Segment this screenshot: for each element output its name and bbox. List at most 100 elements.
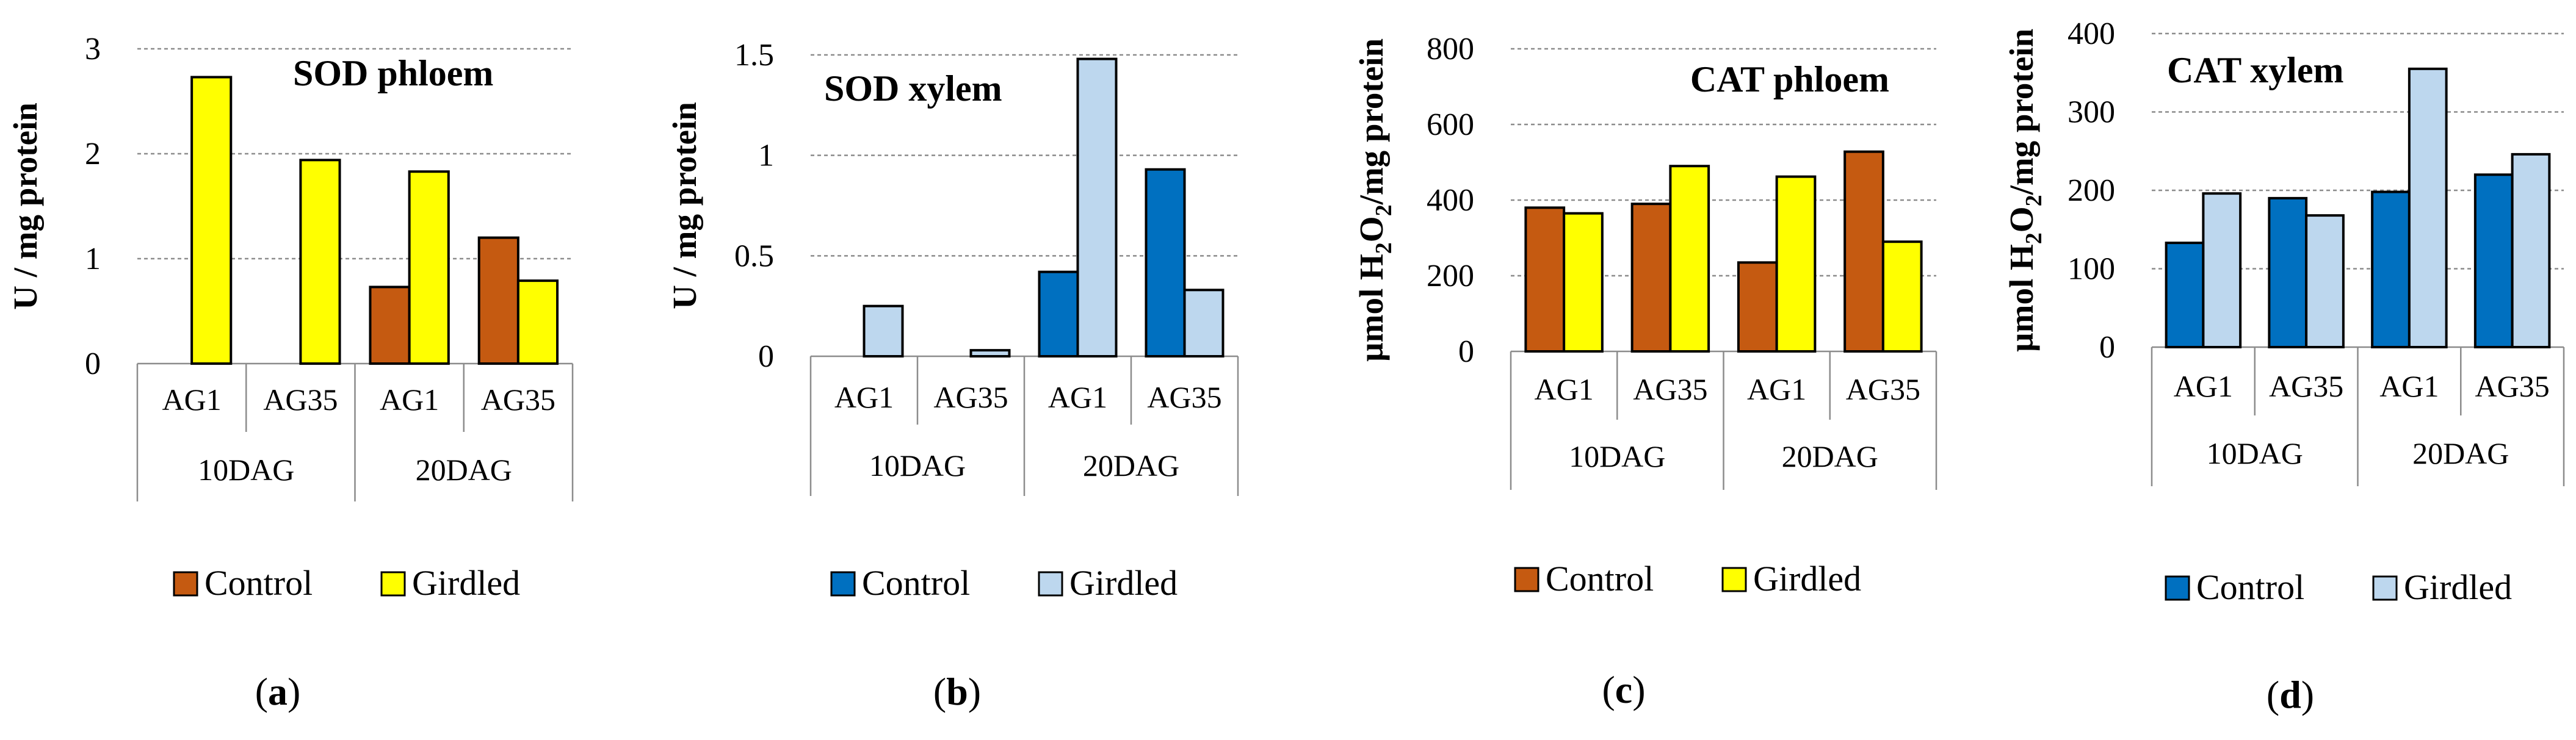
- bar-control-3: [370, 287, 409, 364]
- y-axis-label-part: /mg protein: [2003, 29, 2040, 195]
- figure: 0 1 2 3 AG1 AG35 AG1 AG35 10DAG 20DAG SOD phloem U …: [0, 0, 2576, 740]
- x-category-label: AG35: [2475, 369, 2550, 403]
- bar-control-1: [1525, 207, 1564, 351]
- bar-control-4: [1845, 152, 1883, 351]
- y-tick-label: 2: [85, 137, 101, 171]
- y-axis-label-subscript: 2: [1371, 204, 1397, 216]
- chart-panel-c: 0 200 400 600 800 AG1 AG35 AG1 AG35 10DAG 20DAG CAT…: [1353, 32, 1936, 711]
- bar-girdled-2: [300, 160, 339, 364]
- legend-label-control: Control: [1546, 559, 1654, 598]
- y-axis-label-part: O: [2003, 206, 2040, 232]
- bar-control-3: [1040, 272, 1078, 356]
- bar-control-1: [2166, 243, 2204, 347]
- chart-title: CAT phloem: [1690, 59, 1889, 99]
- bar-control-2: [2269, 198, 2306, 347]
- y-tick-label: 400: [2068, 16, 2115, 51]
- x-group-label: 10DAG: [2207, 436, 2303, 470]
- x-category-label: AG1: [380, 383, 439, 417]
- bar-girdled-2: [2306, 215, 2343, 347]
- y-tick-label: 200: [2068, 173, 2115, 208]
- bar-girdled-1: [1564, 214, 1602, 351]
- x-category-label: AG1: [162, 383, 222, 417]
- bar-girdled-3: [1777, 177, 1815, 351]
- legend-swatch-girdled: [2373, 577, 2397, 600]
- x-category-label: AG35: [2269, 369, 2343, 403]
- bar-girdled-4: [1883, 242, 1922, 351]
- y-tick-label: 300: [2068, 95, 2115, 130]
- legend-swatch-girdled: [1723, 568, 1746, 591]
- legend-label-girdled: Girdled: [1753, 559, 1861, 598]
- y-axis-label-part: µmol H: [1353, 254, 1390, 362]
- y-axis-label-part: O: [1353, 216, 1390, 242]
- y-tick-label: 400: [1427, 183, 1474, 218]
- y-axis-label-subscript: 2: [2021, 232, 2047, 244]
- y-axis-label: U / mg protein: [666, 102, 703, 309]
- y-tick-label: 1: [85, 242, 101, 276]
- x-category-label: AG1: [1747, 372, 1806, 406]
- bar-control-4: [479, 238, 518, 364]
- y-tick-label: 1.5: [734, 38, 774, 73]
- x-group-label: 20DAG: [1083, 448, 1179, 483]
- chart-panel-a: 0 1 2 3 AG1 AG35 AG1 AG35 10DAG 20DAG SOD phloem U …: [7, 32, 573, 713]
- bar-girdled-3: [2409, 69, 2447, 347]
- x-group-label: 10DAG: [869, 448, 966, 483]
- x-category-label: AG35: [1633, 372, 1707, 406]
- legend-label-control: Control: [2196, 567, 2304, 607]
- x-category-label: AG1: [1048, 380, 1107, 414]
- bar-girdled-4: [2513, 154, 2550, 347]
- y-tick-label: 0.5: [734, 239, 774, 273]
- bar-girdled-1: [864, 306, 903, 356]
- x-category-label: AG1: [2379, 369, 2439, 403]
- chart-panel-d: 0 100 200 300 400 AG1 AG35 AG1 AG35 10DAG 20DAG CAT…: [2003, 16, 2564, 716]
- y-tick-label: 0: [758, 339, 774, 374]
- bar-control-2: [1632, 204, 1671, 351]
- chart-title: SOD xylem: [824, 68, 1002, 109]
- bar-girdled-1: [192, 77, 231, 364]
- x-category-label: AG1: [834, 380, 894, 414]
- y-tick-label: 0: [1458, 334, 1474, 369]
- panel-label: (d): [2267, 673, 2314, 716]
- x-category-label: AG35: [933, 380, 1008, 414]
- bar-control-3: [2372, 192, 2409, 347]
- bar-control-4: [2475, 174, 2513, 347]
- bar-control-3: [1738, 262, 1777, 351]
- legend-label-control: Control: [204, 563, 313, 603]
- legend-swatch-girdled: [382, 572, 405, 595]
- legend-swatch-control: [1515, 568, 1538, 591]
- x-category-label: AG35: [1147, 380, 1221, 414]
- y-axis-label-part: /mg protein: [1353, 38, 1390, 205]
- y-tick-label: 200: [1427, 259, 1474, 293]
- x-category-label: AG1: [2174, 369, 2233, 403]
- bar-girdled-2: [971, 350, 1010, 356]
- y-tick-label: 0: [85, 347, 101, 381]
- x-category-label: AG35: [481, 383, 555, 417]
- y-tick-label: 1: [758, 138, 774, 173]
- legend-swatch-control: [174, 572, 197, 595]
- chart-title: SOD phloem: [293, 53, 493, 93]
- x-category-label: AG1: [1535, 372, 1594, 406]
- panel-label: (c): [1602, 668, 1645, 711]
- y-tick-label: 0: [2099, 330, 2115, 365]
- y-axis-label-subscript: 2: [2021, 195, 2047, 206]
- y-tick-label: 800: [1427, 32, 1474, 66]
- bar-girdled-1: [2203, 193, 2240, 347]
- bar-girdled-3: [1078, 59, 1116, 356]
- legend-swatch-girdled: [1039, 572, 1062, 595]
- legend-label-girdled: Girdled: [1069, 563, 1178, 603]
- bar-control-4: [1146, 170, 1185, 356]
- legend-swatch-control: [2166, 577, 2189, 600]
- x-group-label: 20DAG: [1782, 439, 1878, 473]
- y-axis-label-subscript: 2: [1371, 242, 1397, 254]
- legend-label-girdled: Girdled: [412, 563, 520, 603]
- y-axis-label-part: µmol H: [2003, 244, 2040, 352]
- y-axis-label: µmol H2O2/mg protein: [2003, 29, 2047, 352]
- y-tick-label: 3: [85, 32, 101, 66]
- x-group-label: 10DAG: [1569, 439, 1665, 473]
- chart-panel-b: 0 0.5 1 1.5 AG1 AG35 AG1 AG35 10DAG 20DAG SOD xyle…: [666, 38, 1238, 713]
- x-group-label: 20DAG: [2412, 436, 2509, 470]
- x-category-label: AG35: [1846, 372, 1920, 406]
- y-tick-label: 600: [1427, 107, 1474, 142]
- legend-swatch-control: [831, 572, 855, 595]
- bar-girdled-3: [410, 171, 449, 364]
- x-category-label: AG35: [263, 383, 338, 417]
